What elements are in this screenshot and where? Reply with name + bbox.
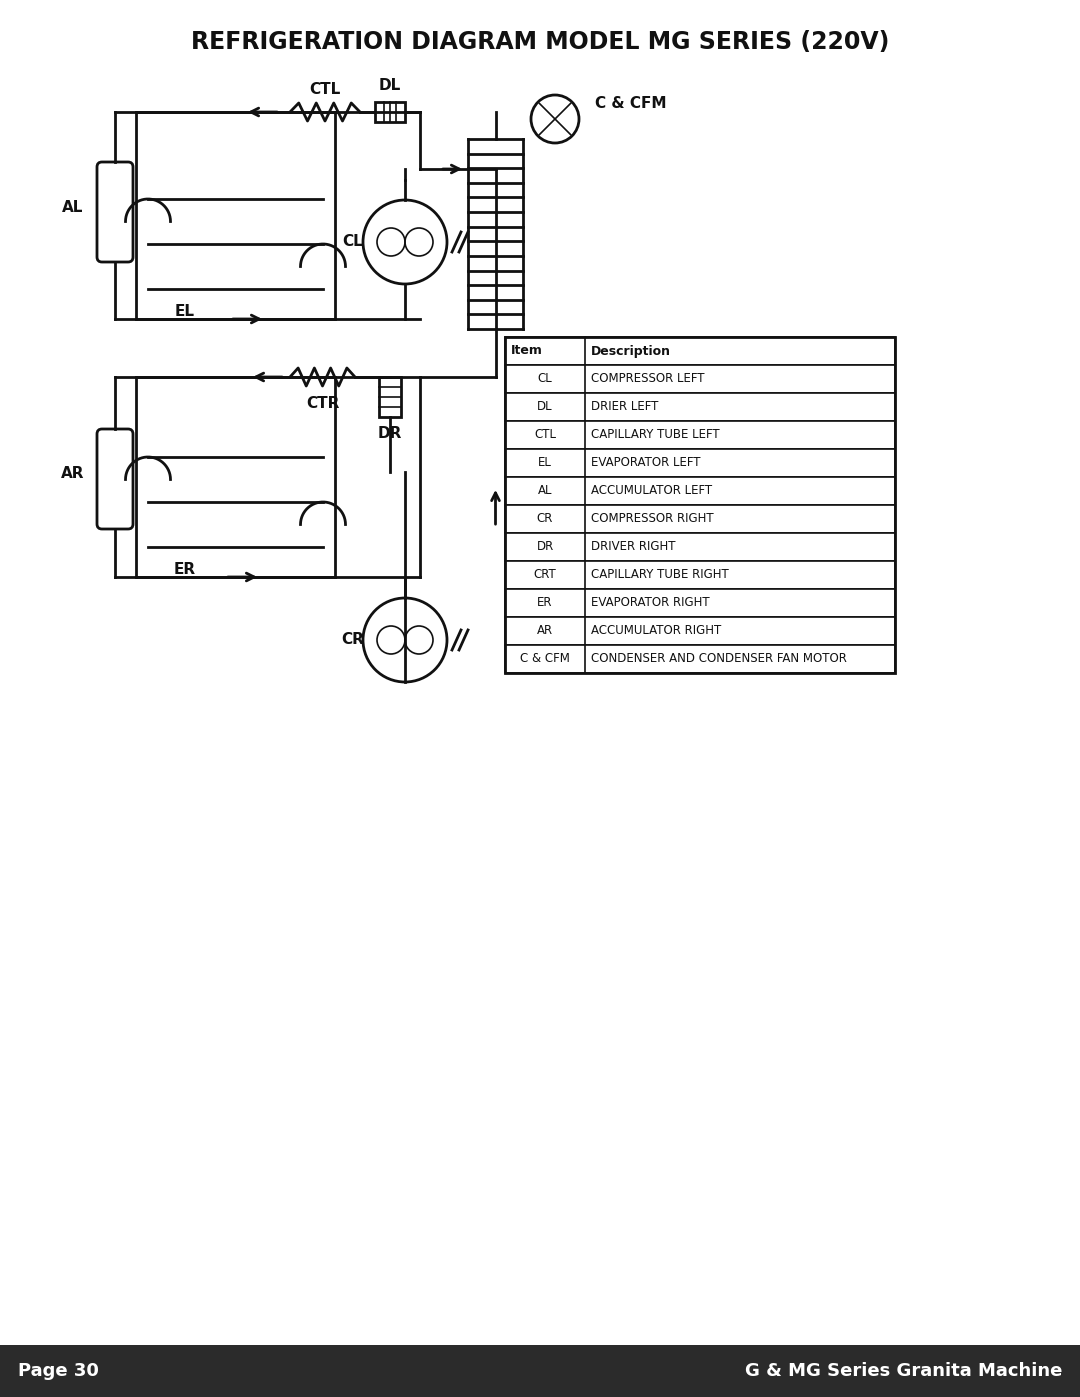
Bar — [505, 590, 895, 617]
FancyBboxPatch shape — [97, 429, 133, 529]
Text: DR: DR — [378, 426, 402, 440]
Bar — [505, 534, 895, 562]
Text: Description: Description — [591, 345, 671, 358]
Text: EVAPORATOR LEFT: EVAPORATOR LEFT — [591, 457, 701, 469]
Text: G & MG Series Granita Machine: G & MG Series Granita Machine — [744, 1362, 1062, 1380]
FancyBboxPatch shape — [97, 162, 133, 263]
Bar — [505, 365, 895, 393]
Bar — [505, 504, 895, 534]
Text: CTR: CTR — [306, 395, 339, 411]
Bar — [505, 562, 895, 590]
Text: ER: ER — [174, 562, 197, 577]
Text: EVAPORATOR RIGHT: EVAPORATOR RIGHT — [591, 597, 710, 609]
Text: AR: AR — [537, 624, 553, 637]
Bar — [505, 393, 895, 420]
Text: DRIVER RIGHT: DRIVER RIGHT — [591, 541, 675, 553]
Text: EL: EL — [538, 457, 552, 469]
Text: ACCUMULATOR RIGHT: ACCUMULATOR RIGHT — [591, 624, 721, 637]
Bar — [505, 476, 895, 504]
Text: C & CFM: C & CFM — [595, 96, 666, 112]
Text: CAPILLARY TUBE RIGHT: CAPILLARY TUBE RIGHT — [591, 569, 729, 581]
Text: CL: CL — [342, 235, 363, 250]
Text: ACCUMULATOR LEFT: ACCUMULATOR LEFT — [591, 485, 712, 497]
Text: AL: AL — [63, 200, 83, 215]
Bar — [379, 377, 401, 416]
Text: DL: DL — [537, 401, 553, 414]
Text: CTL: CTL — [534, 429, 556, 441]
Text: Item: Item — [511, 345, 543, 358]
Bar — [505, 337, 895, 673]
Text: CL: CL — [538, 373, 552, 386]
Text: DL: DL — [379, 78, 401, 94]
Bar — [375, 102, 405, 122]
Text: CR: CR — [537, 513, 553, 525]
Text: CONDENSER AND CONDENSER FAN MOTOR: CONDENSER AND CONDENSER FAN MOTOR — [591, 652, 847, 665]
Text: CRT: CRT — [534, 569, 556, 581]
Text: ER: ER — [537, 597, 553, 609]
Text: REFRIGERATION DIAGRAM MODEL MG SERIES (220V): REFRIGERATION DIAGRAM MODEL MG SERIES (2… — [191, 29, 889, 54]
Bar — [0, 1345, 1080, 1397]
Text: C & CFM: C & CFM — [521, 652, 570, 665]
Text: CR: CR — [341, 633, 364, 647]
Bar — [505, 337, 895, 365]
Text: AL: AL — [538, 485, 552, 497]
Text: Page 30: Page 30 — [18, 1362, 99, 1380]
Text: COMPRESSOR LEFT: COMPRESSOR LEFT — [591, 373, 704, 386]
Text: EL: EL — [175, 303, 195, 319]
Text: AR: AR — [62, 467, 84, 482]
Bar — [505, 617, 895, 645]
Text: DRIER LEFT: DRIER LEFT — [591, 401, 659, 414]
Text: COMPRESSOR RIGHT: COMPRESSOR RIGHT — [591, 513, 714, 525]
Text: DR: DR — [537, 541, 554, 553]
Bar — [505, 420, 895, 448]
Text: CTL: CTL — [309, 82, 340, 98]
Bar — [505, 448, 895, 476]
Text: CAPILLARY TUBE LEFT: CAPILLARY TUBE LEFT — [591, 429, 719, 441]
Bar — [505, 645, 895, 673]
